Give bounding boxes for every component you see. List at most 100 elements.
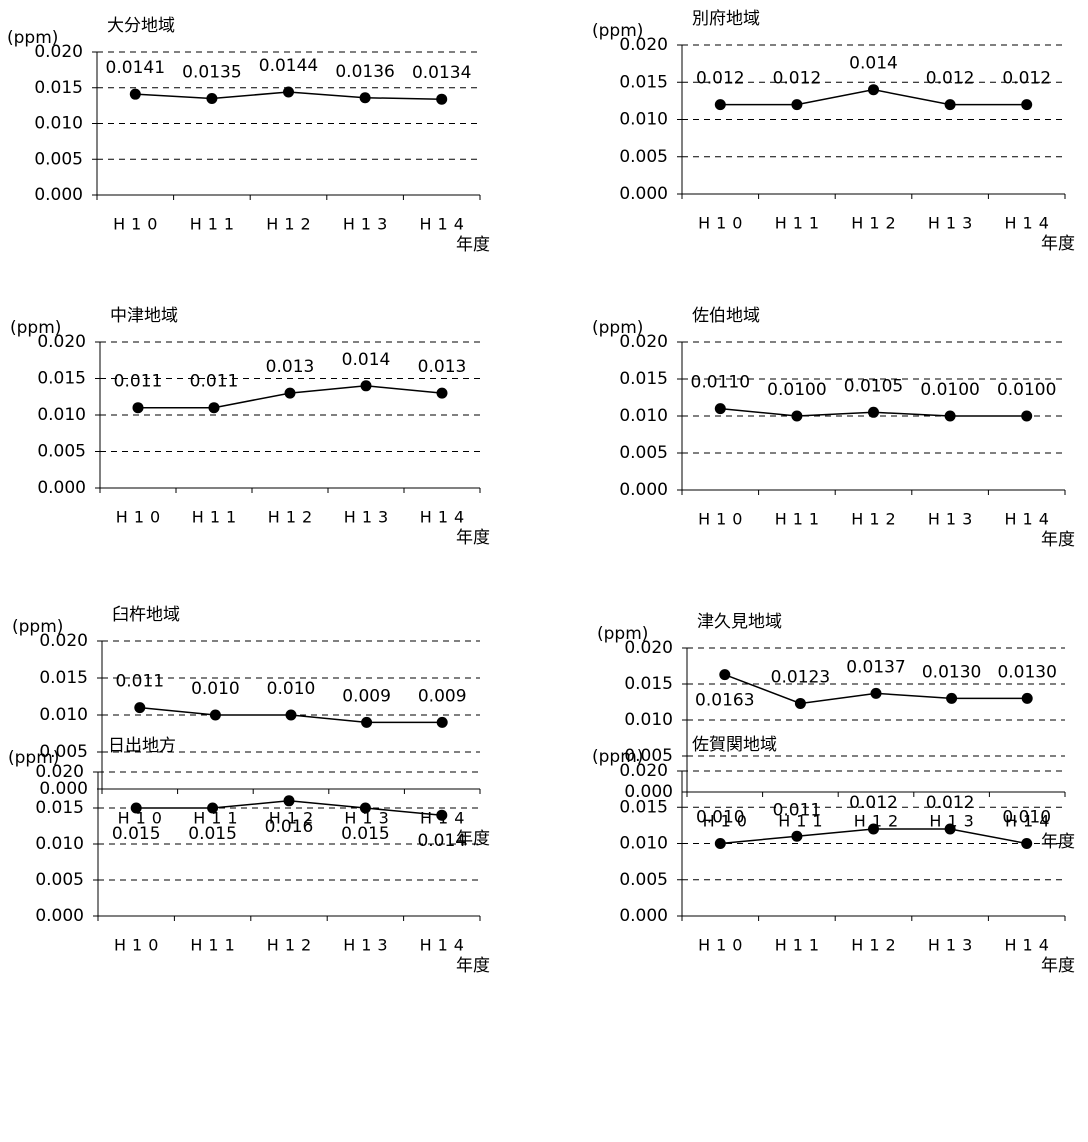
- x-tick-label: H13: [343, 936, 393, 955]
- y-tick-label: 0.010: [619, 110, 668, 130]
- data-label: 0.010: [267, 679, 316, 699]
- y-tick-label: 0.015: [34, 78, 83, 98]
- x-tick-label: H14: [420, 936, 470, 955]
- x-tick-label: H14: [1005, 510, 1055, 529]
- data-label: 0.012: [1002, 69, 1051, 89]
- y-tick-label: 0.000: [624, 782, 673, 802]
- data-point: [944, 823, 956, 835]
- data-point: [714, 838, 726, 849]
- data-label: 0.014: [849, 54, 898, 74]
- x-tick-label: H12: [269, 809, 319, 828]
- x-tick-label: H12: [268, 508, 318, 527]
- y-tick-label: 0.000: [619, 480, 668, 500]
- data-label: 0.015: [341, 824, 390, 844]
- y-tick-label: 0.005: [37, 442, 86, 462]
- y-axis-label: (ppm): [10, 318, 61, 338]
- y-tick-label: 0.005: [624, 746, 673, 766]
- data-point: [436, 93, 448, 105]
- x-tick-label: H14: [1005, 214, 1055, 233]
- y-tick-label: 0.020: [34, 42, 83, 62]
- x-tick-label: H12: [267, 936, 317, 955]
- y-tick-label: 0.010: [35, 834, 84, 854]
- data-point: [1021, 692, 1033, 704]
- data-point: [283, 795, 295, 807]
- y-tick-label: 0.000: [619, 906, 668, 926]
- data-label: 0.012: [773, 69, 822, 89]
- x-tick-label: H10: [698, 510, 748, 529]
- data-label: 0.011: [115, 672, 164, 692]
- y-tick-label: 0.015: [39, 668, 88, 688]
- data-point: [870, 687, 882, 699]
- data-label: 0.010: [696, 808, 745, 828]
- data-point: [791, 99, 803, 111]
- data-label: 0.0134: [412, 63, 471, 83]
- data-point: [360, 380, 372, 392]
- y-tick-label: 0.010: [619, 834, 668, 854]
- x-tick-label: H10: [116, 508, 166, 527]
- y-axis-label: (ppm): [8, 748, 59, 768]
- y-tick-label: 0.005: [619, 443, 668, 463]
- x-axis-label: 年度: [1041, 530, 1075, 550]
- data-point: [944, 410, 956, 422]
- data-point: [208, 402, 220, 414]
- y-tick-label: 0.000: [34, 185, 83, 205]
- data-point: [1021, 99, 1033, 111]
- data-label: 0.0105: [844, 376, 903, 396]
- y-tick-label: 0.005: [34, 149, 83, 169]
- x-tick-label: H10: [118, 809, 168, 828]
- data-label: 0.013: [418, 357, 467, 377]
- x-axis-label: 年度: [1041, 832, 1075, 852]
- y-tick-label: 0.015: [35, 798, 84, 818]
- x-axis-label: 年度: [1041, 956, 1075, 976]
- data-label: 0.013: [266, 357, 315, 377]
- data-label: 0.0123: [771, 667, 830, 687]
- data-point: [134, 702, 146, 714]
- data-point: [714, 99, 726, 111]
- y-tick-label: 0.015: [619, 797, 668, 817]
- x-tick-label: H13: [929, 812, 979, 831]
- data-point: [794, 697, 806, 709]
- data-point: [714, 403, 726, 415]
- y-tick-label: 0.010: [34, 114, 83, 134]
- chart-title: 日出地方: [108, 736, 176, 756]
- data-point: [1021, 410, 1033, 422]
- x-tick-label: H10: [113, 215, 163, 234]
- data-label: 0.0100: [920, 380, 979, 400]
- x-tick-label: H10: [114, 936, 164, 955]
- y-tick-label: 0.015: [37, 369, 86, 389]
- chart-title: 臼杵地域: [112, 605, 180, 625]
- x-axis-label: 年度: [456, 528, 490, 548]
- data-label: 0.0141: [106, 58, 165, 78]
- data-label: 0.011: [773, 800, 822, 820]
- x-tick-label: H12: [851, 510, 901, 529]
- y-tick-label: 0.000: [39, 779, 88, 799]
- data-label: 0.012: [849, 793, 898, 813]
- data-point: [130, 802, 142, 814]
- y-tick-label: 0.015: [619, 369, 668, 389]
- x-tick-label: H11: [775, 936, 825, 955]
- x-tick-label: H14: [420, 215, 470, 234]
- y-axis-label: (ppm): [12, 617, 63, 637]
- x-axis-label: 年度: [456, 956, 490, 976]
- y-tick-label: 0.005: [35, 870, 84, 890]
- y-tick-label: 0.020: [39, 631, 88, 651]
- y-tick-label: 0.010: [624, 710, 673, 730]
- data-point: [284, 387, 296, 399]
- y-tick-label: 0.005: [619, 870, 668, 890]
- data-point: [207, 802, 219, 814]
- x-tick-label: H12: [851, 214, 901, 233]
- data-label: 0.0135: [182, 62, 241, 82]
- data-label: 0.0130: [997, 662, 1056, 682]
- y-tick-label: 0.020: [619, 761, 668, 781]
- data-label: 0.0144: [259, 56, 318, 76]
- x-tick-label: H11: [193, 809, 243, 828]
- x-tick-label: H10: [698, 214, 748, 233]
- data-point: [1021, 838, 1033, 849]
- x-tick-label: H11: [190, 936, 240, 955]
- data-point: [436, 387, 448, 399]
- data-label: 0.015: [112, 824, 161, 844]
- x-tick-label: H10: [703, 812, 753, 831]
- y-tick-label: 0.020: [619, 332, 668, 352]
- y-tick-label: 0.000: [35, 906, 84, 926]
